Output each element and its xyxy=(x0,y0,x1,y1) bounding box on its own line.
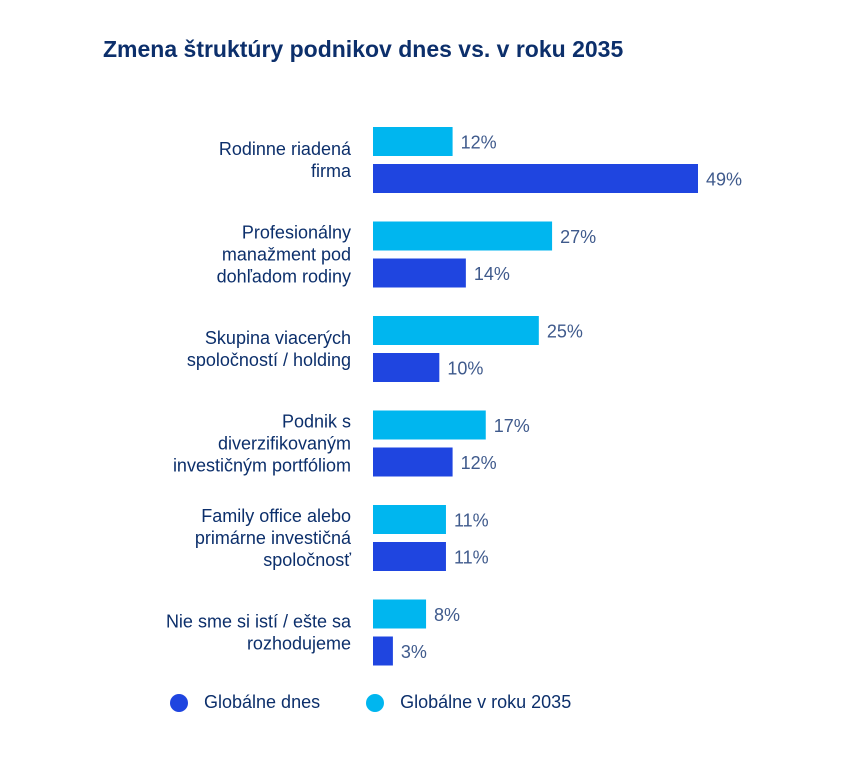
bar-2035-0 xyxy=(373,127,453,156)
category-label-2: Skupina viacerých spoločností / holding xyxy=(187,328,351,370)
bar-today-1 xyxy=(373,258,466,288)
legend: Globálne dnes Globálne v roku 2035 xyxy=(170,692,571,713)
value-label-today-0: 49% xyxy=(706,170,742,190)
value-label-today-1: 14% xyxy=(474,264,510,284)
bar-today-3 xyxy=(373,447,453,477)
value-label-2035-3: 17% xyxy=(494,416,530,436)
value-label-2035-0: 12% xyxy=(461,133,497,153)
value-label-today-5: 3% xyxy=(401,642,427,662)
category-label-1: Profesionálny manažment pod dohľadom rodin… xyxy=(217,223,351,287)
legend-item-2035: Globálne v roku 2035 xyxy=(366,692,571,713)
bar-2035-2 xyxy=(373,316,539,345)
legend-label-today: Globálne dnes xyxy=(204,692,321,712)
legend-swatch-2035 xyxy=(366,693,385,712)
value-label-2035-2: 25% xyxy=(547,322,583,342)
category-label-4: Family office alebo primárne investičná sp… xyxy=(195,506,352,570)
value-label-today-3: 12% xyxy=(461,453,497,473)
category-label-5: Nie sme si istí / ešte sa rozhodujeme xyxy=(166,612,352,654)
value-label-2035-5: 8% xyxy=(434,605,460,625)
bar-2035-3 xyxy=(373,410,486,440)
bar-today-4 xyxy=(373,542,446,571)
value-label-2035-4: 11% xyxy=(454,511,489,531)
bar-today-5 xyxy=(373,636,393,666)
bar-2035-5 xyxy=(373,599,427,629)
legend-label-2035: Globálne v roku 2035 xyxy=(400,692,572,712)
legend-swatch-today xyxy=(170,693,188,712)
value-label-today-2: 10% xyxy=(447,359,483,379)
category-label-0: Rodinne riadená firma xyxy=(219,139,352,181)
chart-title: Zmena štruktúry podnikov dnes vs. v roku… xyxy=(103,36,624,62)
value-label-today-4: 11% xyxy=(454,548,489,568)
bar-2035-4 xyxy=(373,505,446,534)
value-label-2035-1: 27% xyxy=(560,227,596,247)
legend-item-today: Globálne dnes xyxy=(170,692,320,713)
category-label-3: Podnik s diverzifikovaným investičným port… xyxy=(173,412,351,476)
bar-today-0 xyxy=(373,164,698,193)
bar-2035-1 xyxy=(373,221,553,251)
bar-today-2 xyxy=(373,353,440,382)
